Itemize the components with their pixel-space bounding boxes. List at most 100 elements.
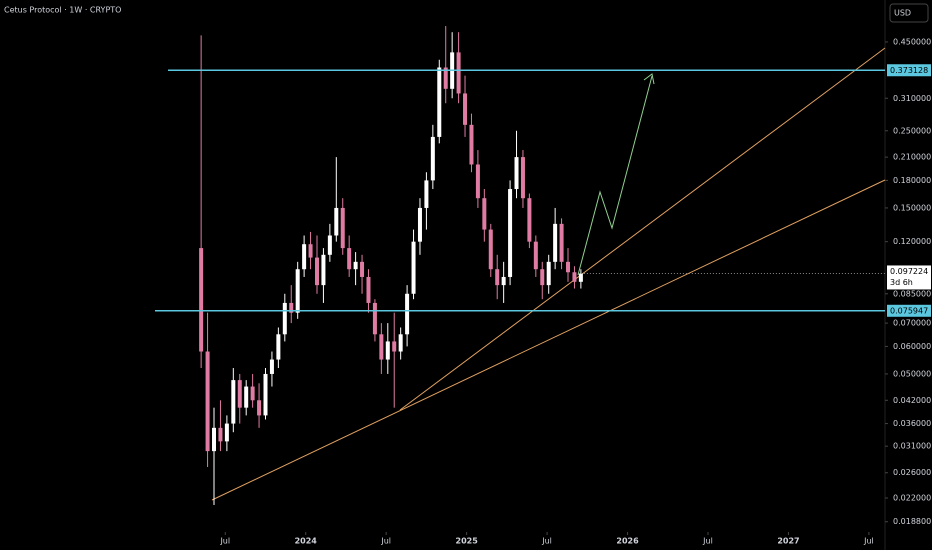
projection-arrow (577, 75, 653, 276)
last-price-box (887, 265, 931, 290)
candle-body (366, 276, 371, 303)
candle-body (224, 423, 229, 442)
candle-body (250, 386, 255, 401)
candle-body (578, 273, 583, 282)
y-tick-label: 0.310000 (893, 94, 931, 103)
currency-button[interactable] (889, 3, 929, 23)
candle-body (553, 223, 558, 262)
x-tick-label: 2026 (616, 537, 639, 546)
candle-body (411, 241, 416, 294)
x-tick-label: Jul (702, 537, 713, 546)
candle-body (488, 229, 493, 270)
candle-body (559, 223, 564, 262)
candle-body (508, 189, 513, 277)
candle-body (437, 67, 442, 137)
candle-body (469, 124, 474, 165)
candle-body (212, 427, 217, 452)
currency-label[interactable]: USD (894, 9, 911, 18)
candle-body (463, 93, 468, 125)
x-tick-label: 2025 (456, 537, 479, 546)
candle-body (501, 276, 506, 286)
candle-body (347, 248, 352, 270)
x-tick-label: Jul (219, 537, 230, 546)
y-tick-label: 0.180000 (893, 176, 931, 185)
candle-body (289, 302, 294, 313)
candle-body (308, 244, 313, 258)
candle-body (353, 261, 358, 270)
candle-body (379, 334, 384, 360)
y-tick-label: 0.085000 (893, 289, 931, 298)
level-label: 0.075947 (890, 306, 928, 315)
candle-body (199, 248, 204, 352)
level-label-box (887, 64, 931, 77)
candle-body (372, 302, 377, 335)
candle-body (205, 351, 210, 452)
candle-body (482, 198, 487, 230)
y-tick-label: 0.210000 (893, 153, 931, 162)
candle-body (314, 257, 319, 286)
candle-body (237, 380, 242, 408)
candle-body (430, 136, 435, 181)
x-tick-label: 2027 (777, 537, 799, 546)
candle-body (566, 261, 571, 273)
y-tick-label: 0.120000 (893, 237, 931, 246)
candle-body (276, 334, 281, 360)
x-tick-label: Jul (380, 537, 391, 546)
y-tick-label: 0.018800 (893, 517, 931, 526)
y-tick-label: 0.042000 (893, 396, 931, 405)
candle-body (263, 373, 268, 416)
countdown-label: 3d 6h (890, 278, 913, 287)
y-tick-label: 0.022000 (893, 493, 931, 502)
x-tick-label: Jul (863, 537, 874, 546)
y-tick-label: 0.031000 (893, 442, 931, 451)
y-tick-label: 0.150000 (893, 203, 931, 212)
last-price-label: 0.097224 (890, 267, 928, 276)
arrow-head (643, 73, 655, 85)
y-tick-label: 0.060000 (893, 342, 931, 351)
y-tick-label: 0.250000 (893, 126, 931, 135)
candle-body (424, 180, 429, 208)
candle-body (405, 293, 410, 335)
y-tick-label: 0.450000 (893, 37, 931, 46)
x-tick-label: Jul (541, 537, 552, 546)
y-tick-label: 0.050000 (893, 369, 931, 378)
candle-body (514, 157, 519, 190)
y-tick-label: 0.070000 (893, 319, 931, 328)
trend-line (399, 47, 886, 411)
level-label-box (887, 304, 931, 317)
candle-body (392, 341, 397, 352)
candle-body (334, 207, 339, 236)
candle-body (360, 261, 365, 277)
level-label: 0.373128 (890, 66, 928, 75)
candle-body (385, 341, 390, 360)
candle-body (495, 269, 500, 286)
candle-body (540, 269, 545, 286)
candle-body (572, 272, 577, 282)
trend-line (211, 179, 886, 501)
candle-body (417, 207, 422, 242)
candle-body (269, 359, 274, 374)
candle-body (218, 427, 223, 442)
candle-body (282, 302, 287, 335)
y-tick-label: 0.026000 (893, 468, 931, 477)
candle-body (340, 207, 345, 249)
candle-body (398, 334, 403, 352)
candle-body (546, 261, 551, 286)
candle-body (321, 254, 326, 286)
drawings (199, 26, 886, 506)
candle-body (295, 269, 300, 313)
candle-body (257, 400, 262, 416)
candle-body (533, 241, 538, 270)
candle-body (327, 235, 332, 255)
candle-body (443, 67, 448, 89)
candle-body (520, 157, 525, 199)
candle-body (302, 244, 307, 270)
x-tick-label: 2024 (295, 537, 318, 546)
chart-title: Cetus Protocol · 1W · CRYPTO (4, 6, 121, 15)
candle-body (456, 52, 461, 94)
candle-body (475, 164, 480, 199)
candle-body (231, 380, 236, 424)
